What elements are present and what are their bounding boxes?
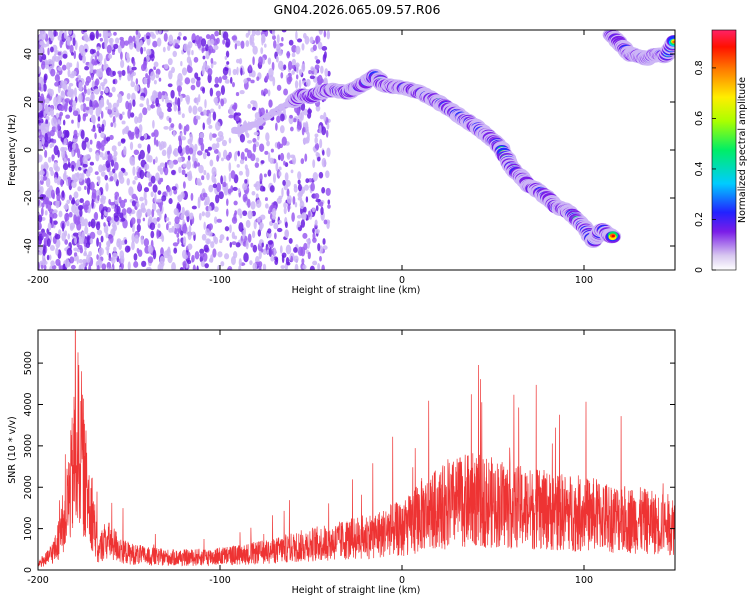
colorbar: 0 0.2 0.4 0.6 0.8 Normalized spectral amplit… xyxy=(694,29,748,273)
snr-x-tick-label-3: 100 xyxy=(575,575,593,586)
colorbar-tick-label-4: 0.8 xyxy=(694,60,705,75)
snr-y-axis-label: SNR (10 * v/v) xyxy=(7,416,18,484)
spectrogram-y-tick-label-0: -40 xyxy=(23,238,34,254)
colorbar-label: Normalized spectral amplitude xyxy=(737,77,748,223)
spectrogram-x-tick-label-0: -200 xyxy=(27,275,49,286)
spectrogram-y-tick-label-2: 0 xyxy=(23,147,34,153)
snr-y-tick-label-3: 3000 xyxy=(23,434,34,458)
snr-x-tick-label-0: -200 xyxy=(27,575,49,586)
snr-y-tick-label-1: 1000 xyxy=(23,517,34,541)
spectrogram-y-tick-label-1: -20 xyxy=(23,190,34,206)
snr-y-tick-label-0: 0 xyxy=(23,567,34,573)
colorbar-tick-label-1: 0.2 xyxy=(694,212,705,227)
snr-y-tick-label-2: 2000 xyxy=(23,475,34,499)
spectrogram-y-axis-label: Frequency (Hz) xyxy=(7,114,18,186)
spectrogram-heatmap xyxy=(38,30,675,270)
snr-y-tick-label-4: 4000 xyxy=(23,392,34,416)
figure-title: GN04.2026.065.09.57.R06 xyxy=(274,2,441,17)
spectrogram-x-tick-label-1: -100 xyxy=(209,275,231,286)
snr-frame xyxy=(37,329,676,571)
spectrogram-x-axis-label: Height of straight line (km) xyxy=(292,285,421,296)
colorbar-ticks: 0 0.2 0.4 0.6 0.8 xyxy=(694,60,716,273)
spectrogram-y-tick-label-3: 20 xyxy=(23,96,34,108)
snr-y-tick-label-5: 5000 xyxy=(23,351,34,375)
spectrogram-x-tick-label-3: 100 xyxy=(575,275,593,286)
colorbar-tick-label-2: 0.4 xyxy=(694,161,705,176)
spectrogram-y-tick-label-4: 40 xyxy=(23,48,34,60)
colorbar-gradient xyxy=(711,29,737,271)
spectrogram-x-tick-label-2: 0 xyxy=(399,275,405,286)
colorbar-tick-label-0: 0 xyxy=(694,267,705,273)
colorbar-tick-label-3: 0.6 xyxy=(694,111,705,126)
snr-x-tick-label-1: -100 xyxy=(209,575,231,586)
snr-series-line xyxy=(38,330,675,567)
snr-x-axis-label: Height of straight line (km) xyxy=(292,585,421,596)
snr-x-tick-label-2: 0 xyxy=(399,575,405,586)
